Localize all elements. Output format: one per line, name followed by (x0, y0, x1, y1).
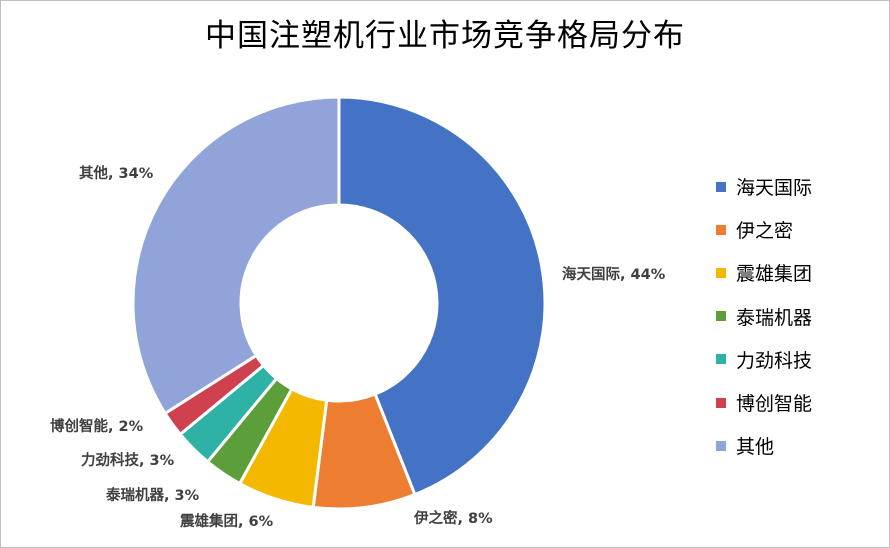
legend-item-6: 博创智能 (716, 381, 812, 424)
data-label-5: 力劲科技, 3% (81, 451, 175, 469)
legend-label: 其他 (736, 436, 775, 459)
legend-item-5: 力劲科技 (716, 338, 812, 381)
legend-label: 力劲科技 (736, 349, 813, 372)
legend-label: 震雄集团 (736, 263, 813, 286)
legend-swatch (716, 354, 726, 365)
data-label-3: 震雄集团, 6% (180, 512, 274, 530)
legend-label: 泰瑞机器 (736, 306, 813, 329)
legend-swatch (716, 267, 726, 278)
data-label-1: 海天国际, 44% (562, 265, 666, 283)
legend-item-4: 泰瑞机器 (716, 295, 812, 338)
legend-swatch (716, 397, 726, 408)
legend-label: 海天国际 (736, 177, 813, 200)
data-label-6: 博创智能, 2% (50, 417, 144, 435)
legend-label: 伊之密 (736, 220, 794, 243)
legend-item-1: 海天国际 (716, 165, 812, 208)
data-label-7: 其他, 34% (79, 164, 154, 182)
legend-label: 博创智能 (736, 393, 813, 416)
chart-title: 中国注塑机行业市场竞争格局分布 (205, 18, 685, 54)
legend-item-7: 其他 (716, 424, 812, 467)
legend-swatch (716, 311, 726, 322)
data-label-4: 泰瑞机器, 3% (106, 486, 200, 504)
legend-swatch (716, 224, 726, 235)
chart-legend: 海天国际伊之密震雄集团泰瑞机器力劲科技博创智能其他 (716, 165, 812, 467)
legend-swatch (716, 440, 726, 451)
data-label-2: 伊之密, 8% (413, 509, 493, 527)
slice-7 (131, 95, 341, 416)
legend-item-2: 伊之密 (716, 208, 812, 251)
legend-swatch (716, 181, 726, 192)
legend-item-3: 震雄集团 (716, 251, 812, 294)
slice-1 (337, 95, 547, 497)
